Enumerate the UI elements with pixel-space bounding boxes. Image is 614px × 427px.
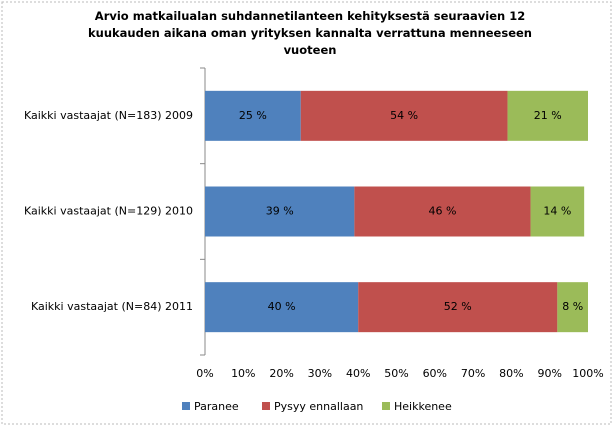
legend-swatch <box>262 402 270 410</box>
value-label: 40 % <box>268 300 296 313</box>
legend-swatch <box>382 402 390 410</box>
x-tick-label: 40% <box>346 367 370 380</box>
legend-swatch <box>182 402 190 410</box>
legend-label: Pysyy ennallaan <box>274 400 363 413</box>
x-tick-label: 100% <box>572 367 603 380</box>
x-tick-label: 50% <box>384 367 408 380</box>
value-label: 21 % <box>534 109 562 122</box>
x-tick-label: 20% <box>269 367 293 380</box>
chart-title: Arvio matkailualan suhdannetilanteen keh… <box>88 9 532 57</box>
value-label: 14 % <box>543 205 571 218</box>
value-label: 39 % <box>266 205 294 218</box>
legend-label: Heikkenee <box>394 400 452 413</box>
x-tick-label: 90% <box>537 367 561 380</box>
x-tick-label: 70% <box>461 367 485 380</box>
bar-segment <box>507 90 588 141</box>
bar-segment <box>530 186 585 237</box>
bar-segment <box>205 186 355 237</box>
y-tick-label: Kaikki vastaajat (N=84) 2011 <box>31 300 193 313</box>
x-tick-label: 60% <box>423 367 447 380</box>
value-label: 8 % <box>562 300 583 313</box>
bar-segment <box>205 282 359 333</box>
x-tick-label: 0% <box>196 367 213 380</box>
value-label: 46 % <box>428 205 456 218</box>
value-label: 52 % <box>444 300 472 313</box>
bar-segment <box>300 90 508 141</box>
x-tick-label: 10% <box>231 367 255 380</box>
value-label: 54 % <box>390 109 418 122</box>
bar-segment <box>358 282 558 333</box>
value-label: 25 % <box>239 109 267 122</box>
y-tick-label: Kaikki vastaajat (N=183) 2009 <box>24 109 193 122</box>
bar-segment <box>205 90 301 141</box>
x-tick-label: 30% <box>308 367 332 380</box>
legend-label: Paranee <box>194 400 239 413</box>
bar-segment <box>354 186 531 237</box>
x-tick-label: 80% <box>499 367 523 380</box>
y-tick-label: Kaikki vastaajat (N=129) 2010 <box>24 205 193 218</box>
bar-segment <box>557 282 588 333</box>
